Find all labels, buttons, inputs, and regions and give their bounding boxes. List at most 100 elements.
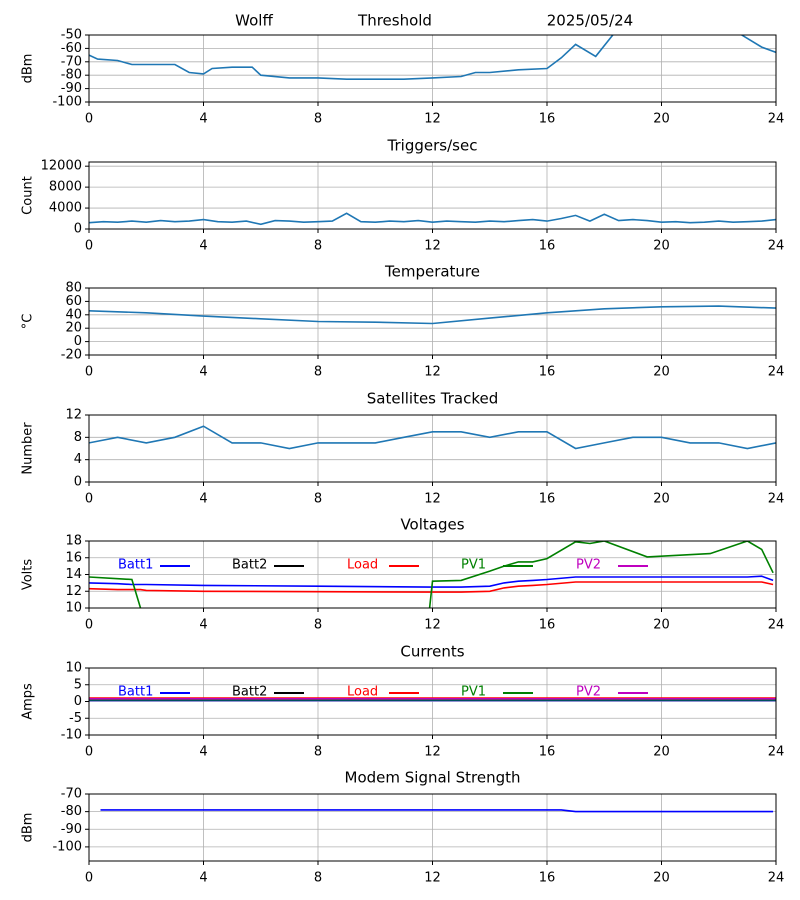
panel: Modem Signal Strength dBm -100 -90 -80 -70 0 4 8… [21, 769, 785, 886]
y-tick-label: 0 [74, 694, 82, 709]
series-line [89, 575, 774, 588]
series-line [89, 305, 776, 325]
y-tick-label: 8000 [49, 180, 82, 195]
x-tick-label: 4 [199, 239, 207, 254]
y-tick-label: -90 [61, 81, 82, 96]
y-tick-label: -70 [61, 787, 82, 802]
y-tick-label: 5 [74, 677, 82, 692]
legend-label: Batt1 [118, 685, 153, 700]
panel: Currents Amps -10 -5 0 510 0 4 8 12 16 20 24 Batt1 Bat… [21, 643, 785, 760]
panel: Satellites Tracked Number 0 4 8 12 0 4 8 12 16 20 24 [21, 390, 785, 507]
y-tick-label: 8 [74, 430, 82, 445]
x-tick-label: 8 [314, 745, 322, 760]
y-tick-label: 16 [65, 550, 82, 565]
y-tick-label: -80 [61, 68, 82, 83]
plot-frame [88, 540, 777, 609]
legend-label: PV1 [461, 685, 486, 700]
y-tick-label: 0 [74, 475, 82, 490]
x-tick-label: 4 [199, 365, 207, 380]
y-tick-label: 12 [65, 408, 82, 423]
x-tick-label: 16 [539, 365, 556, 380]
x-tick-label: 16 [539, 492, 556, 507]
legend-label: PV2 [576, 558, 601, 573]
x-tick-label: 12 [424, 239, 441, 254]
x-tick-label: 24 [768, 365, 785, 380]
x-tick-label: 8 [314, 492, 322, 507]
x-tick-label: 20 [653, 492, 670, 507]
chart-title: Voltages [400, 516, 464, 534]
y-tick-label: -60 [61, 41, 82, 56]
y-tick-label: -10 [61, 728, 82, 743]
annotation: Threshold [357, 12, 432, 30]
plot-frame [88, 161, 777, 230]
x-tick-label: 4 [199, 745, 207, 760]
y-axis-label: Count [21, 176, 36, 215]
x-tick-label: 16 [539, 112, 556, 127]
x-tick-label: 20 [653, 745, 670, 760]
y-tick-label: -80 [61, 804, 82, 819]
y-tick-label: 12000 [41, 159, 82, 174]
x-tick-label: 12 [424, 112, 441, 127]
y-tick-label: -100 [52, 839, 82, 854]
legend-label: PV2 [576, 685, 601, 700]
x-tick-label: 0 [85, 745, 93, 760]
y-tick-label: 80 [65, 281, 82, 296]
plot-frame [88, 667, 777, 736]
y-axis-label: Number [21, 422, 36, 475]
legend-label: Batt2 [232, 685, 267, 700]
x-tick-label: 20 [653, 618, 670, 633]
x-tick-label: 0 [85, 871, 93, 886]
x-tick-label: 20 [653, 112, 670, 127]
y-tick-label: 4 [74, 452, 82, 467]
x-tick-label: 24 [768, 618, 785, 633]
y-tick-label: 18 [65, 534, 82, 549]
x-tick-label: 4 [199, 871, 207, 886]
y-tick-label: 0 [74, 334, 82, 349]
x-tick-label: 8 [314, 618, 322, 633]
chart-title: Temperature [384, 263, 480, 281]
x-tick-label: 0 [85, 618, 93, 633]
x-tick-label: 0 [85, 365, 93, 380]
y-tick-label: -100 [52, 95, 82, 110]
x-tick-label: 8 [314, 365, 322, 380]
y-axis-label: dBm [21, 813, 36, 843]
y-axis-label: Amps [21, 683, 36, 720]
x-tick-label: 4 [199, 618, 207, 633]
x-tick-label: 8 [314, 112, 322, 127]
y-axis-label: dBm [21, 54, 36, 84]
plot-frame [88, 287, 777, 356]
x-tick-label: 8 [314, 871, 322, 886]
y-tick-label: 4000 [49, 201, 82, 216]
series-line [89, 541, 774, 608]
x-tick-label: 16 [539, 871, 556, 886]
annotation: Wolff [235, 12, 273, 30]
x-tick-label: 24 [768, 871, 785, 886]
x-tick-label: 12 [424, 618, 441, 633]
plot-frame [88, 34, 777, 103]
y-tick-label: -90 [61, 822, 82, 837]
series-line [89, 35, 776, 80]
x-tick-label: 12 [424, 745, 441, 760]
x-tick-label: 24 [768, 112, 785, 127]
x-tick-label: 20 [653, 365, 670, 380]
legend-label: PV1 [461, 558, 486, 573]
legend-label: Batt1 [118, 558, 153, 573]
x-tick-label: 12 [424, 871, 441, 886]
y-tick-label: 20 [65, 321, 82, 336]
y-tick-label: 10 [65, 601, 82, 616]
legend-label: Batt2 [232, 558, 267, 573]
x-tick-label: 24 [768, 745, 785, 760]
chart-title: Currents [400, 643, 464, 661]
legend-label: Load [347, 685, 378, 700]
y-tick-label: 12 [65, 584, 82, 599]
x-tick-label: 24 [768, 239, 785, 254]
x-tick-label: 24 [768, 492, 785, 507]
x-tick-label: 0 [85, 239, 93, 254]
x-tick-label: 4 [199, 112, 207, 127]
series-line [89, 212, 776, 226]
panel: Wolff Threshold 2025/05/24 dBm -100-90-80-70… [21, 12, 785, 127]
annotation: 2025/05/24 [547, 12, 633, 30]
y-axis-label: °C [21, 314, 36, 330]
